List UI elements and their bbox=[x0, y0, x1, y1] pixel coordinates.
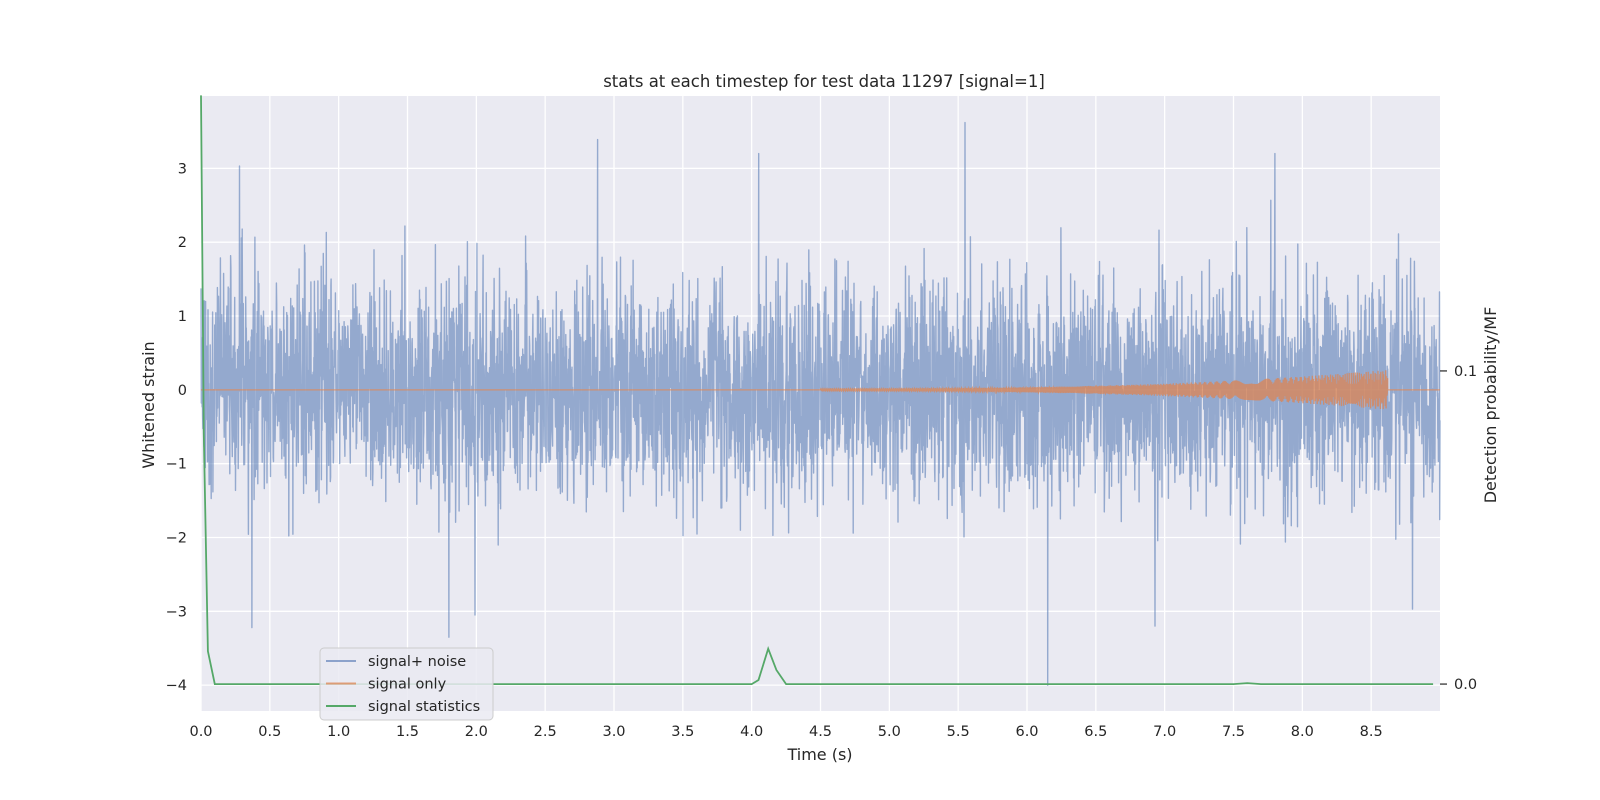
legend-label: signal statistics bbox=[368, 699, 480, 715]
plot-content bbox=[200, 95, 1441, 686]
y-axis-label: Whitened strain bbox=[139, 341, 158, 468]
y-tick-label: 0 bbox=[178, 383, 187, 399]
y-tick-label: 3 bbox=[178, 161, 187, 177]
x-tick-label: 2.0 bbox=[465, 724, 488, 740]
x-tick-label: 6.0 bbox=[1015, 724, 1038, 740]
x-axis: 0.0 0.5 1.0 1.5 2.0 2.5 3.0 3.5 4.0 4.5 5.0 5.5 6.0 6… bbox=[189, 724, 1382, 740]
x-tick-label: 1.0 bbox=[327, 724, 350, 740]
y-tick-label: 2 bbox=[178, 235, 187, 251]
x-axis-label: Time (s) bbox=[786, 745, 852, 764]
y-tick-label: 1 bbox=[178, 309, 187, 325]
y2-axis: 0.1 0.0 bbox=[1440, 364, 1477, 693]
y-axis: 3 2 1 0 −1 −2 −3 −4 bbox=[166, 161, 187, 694]
x-tick-label: 2.5 bbox=[534, 724, 557, 740]
y2-axis-label: Detection probability/MF bbox=[1481, 307, 1500, 504]
x-tick-label: 7.5 bbox=[1222, 724, 1245, 740]
legend-box bbox=[319, 647, 494, 721]
series-signal-statistics-line bbox=[200, 95, 1434, 685]
legend-label: signal+ noise bbox=[368, 654, 466, 670]
y2-tick-label: 0.1 bbox=[1454, 364, 1477, 380]
x-tick-label: 7.0 bbox=[1153, 724, 1176, 740]
x-tick-label: 8.5 bbox=[1360, 724, 1383, 740]
series-signal-only-line bbox=[201, 370, 1440, 410]
x-tick-label: 0.5 bbox=[258, 724, 281, 740]
y-tick-label: −4 bbox=[166, 678, 187, 694]
x-tick-label: 3.5 bbox=[671, 724, 694, 740]
y-tick-label: −1 bbox=[166, 457, 187, 473]
x-tick-label: 5.0 bbox=[878, 724, 901, 740]
y-tick-label: −3 bbox=[166, 604, 187, 620]
legend-label: signal only bbox=[368, 677, 447, 693]
y2-tick-label: 0.0 bbox=[1454, 677, 1477, 693]
x-tick-label: 5.5 bbox=[947, 724, 970, 740]
x-tick-label: 8.0 bbox=[1291, 724, 1314, 740]
legend: signal+ noise signal only signal statistic… bbox=[319, 647, 494, 721]
chart-title: stats at each timestep for test data 112… bbox=[603, 72, 1045, 91]
x-tick-label: 4.0 bbox=[740, 724, 763, 740]
x-tick-label: 1.5 bbox=[396, 724, 419, 740]
x-tick-label: 4.5 bbox=[809, 724, 832, 740]
y-tick-label: −2 bbox=[166, 531, 187, 547]
x-tick-label: 0.0 bbox=[189, 724, 212, 740]
x-tick-label: 6.5 bbox=[1084, 724, 1107, 740]
x-tick-label: 3.0 bbox=[602, 724, 625, 740]
